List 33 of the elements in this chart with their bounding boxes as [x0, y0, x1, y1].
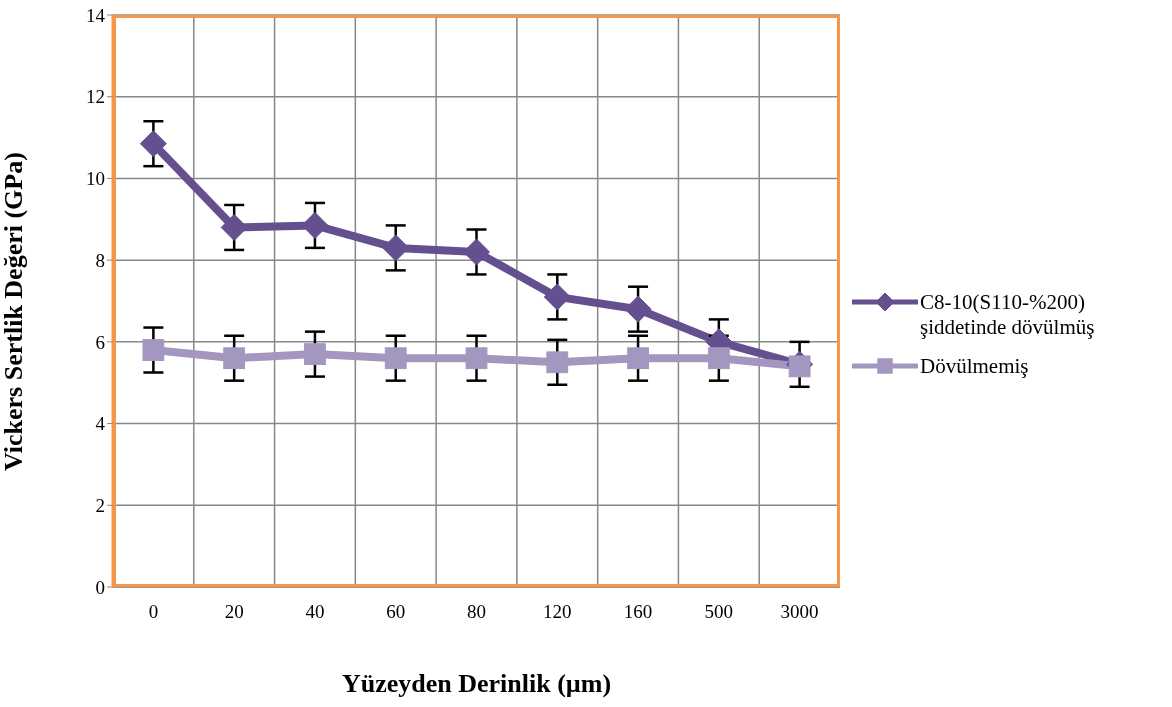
- point: [624, 295, 652, 323]
- y-tick-label: 12: [86, 86, 105, 108]
- x-tick-label: 500: [704, 601, 734, 623]
- point: [223, 347, 246, 370]
- point: [304, 343, 326, 366]
- y-tick-label: 4: [95, 413, 106, 435]
- x-tick-label: 40: [305, 601, 325, 623]
- y-tick-label: 2: [95, 495, 105, 517]
- y-axis-title: Vickers Sertlik Değeri (GPa): [0, 152, 29, 471]
- point: [546, 351, 569, 374]
- x-tick-label: 20: [224, 601, 244, 623]
- y-tick-label: 14: [86, 4, 106, 26]
- legend-label: C8-10(S110-%200) şiddetinde dövülmüş: [920, 290, 1096, 340]
- point: [139, 130, 167, 158]
- point: [463, 238, 490, 266]
- x-tick-label: 80: [467, 601, 486, 623]
- point: [627, 347, 649, 370]
- point: [384, 347, 407, 370]
- y-tick-label: 8: [95, 249, 105, 271]
- y-tick-label: 10: [86, 168, 105, 190]
- point: [465, 347, 488, 370]
- x-tick-label: 160: [623, 601, 653, 623]
- legend-label: Dövülmemiş: [920, 354, 1030, 379]
- y-tick-label: 6: [95, 331, 105, 353]
- point: [543, 283, 571, 311]
- x-tick-label: 120: [543, 601, 572, 623]
- x-axis-title: Yüzeyden Derinlik (µm): [341, 669, 612, 698]
- x-tick-label: 3000: [780, 601, 819, 623]
- point: [707, 347, 730, 370]
- y-tick-label: 0: [95, 576, 105, 598]
- x-tick-label: 0: [148, 601, 159, 623]
- point: [142, 339, 165, 361]
- x-tick-label: 60: [386, 601, 406, 623]
